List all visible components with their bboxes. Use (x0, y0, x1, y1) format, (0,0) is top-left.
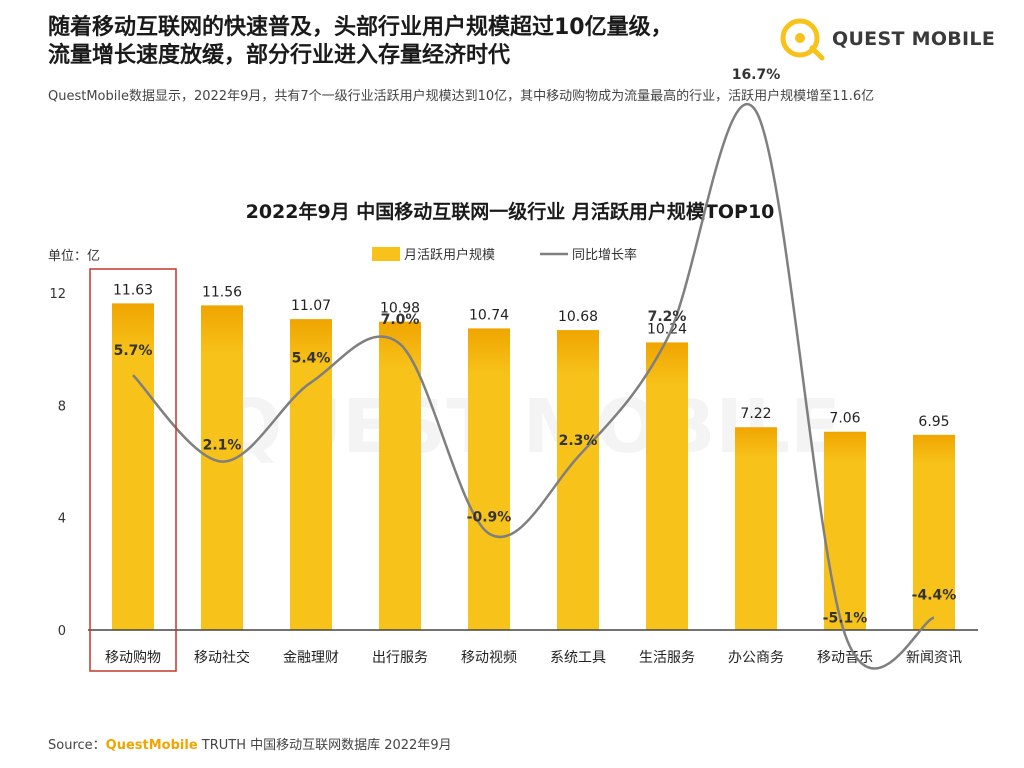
bar-value-label: 11.56 (202, 284, 242, 300)
growth-rate-label: -0.9% (467, 510, 512, 526)
bar-value-label: 11.07 (291, 298, 331, 314)
bar (112, 303, 154, 630)
y-tick-label: 12 (49, 287, 66, 302)
logo-text: QUEST MOBILE (832, 28, 996, 50)
unit-label: 单位：亿 (48, 249, 100, 264)
bar (379, 321, 421, 630)
growth-rate-label: 7.0% (381, 312, 420, 328)
growth-rate-label: 5.4% (292, 350, 331, 366)
bar (201, 305, 243, 630)
category-label: 移动社交 (194, 649, 250, 666)
y-tick-label: 8 (58, 399, 66, 414)
legend-bar-label: 月活跃用户规模 (404, 247, 495, 263)
growth-rate-label: -5.1% (823, 610, 868, 626)
bar (735, 427, 777, 630)
growth-rate-label: 7.2% (648, 309, 687, 325)
bar (824, 431, 866, 630)
growth-rate-label: 2.3% (559, 433, 598, 449)
bar (646, 342, 688, 630)
source-footer: Source：QuestMobile TRUTH 中国移动互联网数据库 2022… (48, 734, 452, 753)
chart-title: 2022年9月 中国移动互联网一级行业 月活跃用户规模TOP10 (246, 200, 775, 223)
legend-bar-swatch (372, 247, 400, 261)
legend-line-label: 同比增长率 (572, 247, 637, 263)
source-brand: QuestMobile (105, 738, 198, 753)
category-label: 新闻资讯 (906, 650, 962, 666)
headline-line-2: 流量增长速度放缓，部分行业进入存量经济时代 (48, 43, 511, 68)
category-label: 移动音乐 (817, 649, 873, 666)
bar-value-label: 10.98 (380, 301, 420, 317)
source-suffix: TRUTH 中国移动互联网数据库 2022年9月 (197, 738, 452, 753)
bar-value-label: 6.95 (918, 414, 949, 430)
growth-rate-label: 5.7% (114, 343, 153, 359)
quest-mobile-logo: QUEST MOBILE (776, 14, 995, 66)
category-label: 生活服务 (639, 650, 695, 666)
bar-value-label: 10.68 (558, 309, 598, 325)
bar-value-label: 10.74 (469, 307, 509, 323)
headline-line-1: 随着移动互联网的快速普及，头部行业用户规模超过10亿量级， (48, 15, 673, 40)
bar (468, 328, 510, 630)
growth-rate-line (132, 102, 935, 670)
category-label: 办公商务 (728, 650, 784, 666)
bar (557, 330, 599, 630)
highlight-box (89, 268, 177, 672)
category-label: 移动视频 (461, 650, 517, 666)
category-label: 系统工具 (550, 650, 606, 666)
category-label: 出行服务 (372, 650, 428, 666)
bar-value-label: 7.06 (829, 411, 860, 427)
y-tick-label: 0 (58, 624, 66, 639)
subtitle: QuestMobile数据显示，2022年9月，共有7个一级行业活跃用户规模达到… (48, 89, 875, 104)
logo-mark-icon (780, 18, 825, 61)
bar-value-label: 11.63 (113, 282, 153, 298)
category-label: 移动购物 (105, 650, 161, 666)
growth-rate-label: 16.7% (732, 67, 781, 83)
source-prefix: Source： (48, 738, 106, 753)
growth-rate-label: -4.4% (912, 588, 957, 604)
category-label: 金融理财 (283, 650, 339, 666)
bar-value-label: 10.24 (647, 321, 687, 337)
bar-value-label: 7.22 (740, 406, 771, 422)
headline: 随着移动互联网的快速普及，头部行业用户规模超过10亿量级， 流量增长速度放缓，部… (48, 14, 768, 70)
growth-rate-label: 2.1% (203, 438, 242, 454)
y-tick-label: 4 (58, 512, 66, 527)
bar (913, 434, 955, 630)
